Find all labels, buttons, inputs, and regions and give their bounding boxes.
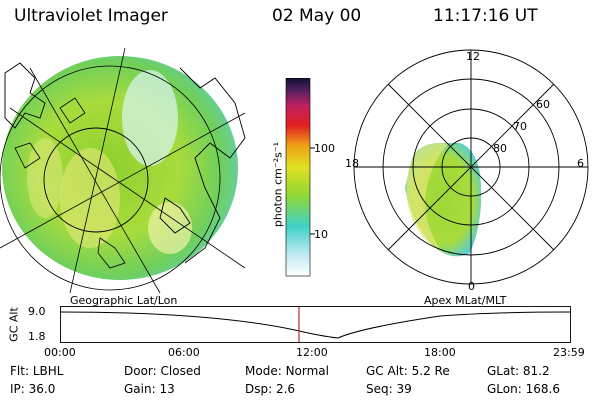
alt-tick-1-8: 1.8 (28, 330, 46, 343)
altitude-plot (60, 306, 572, 343)
lat-label-80: 80 (493, 142, 507, 155)
info-dsp: Dsp: 2.6 (245, 382, 296, 396)
geographic-image (0, 48, 246, 294)
time-label: 11:17:16 UT (433, 6, 538, 26)
lat-label-60: 60 (536, 98, 550, 111)
info-seq: Seq: 39 (366, 382, 412, 396)
magnetic-polar-plot (353, 49, 589, 285)
date-label: 02 May 00 (272, 6, 362, 26)
time-tick-0600: 06:00 (168, 346, 200, 359)
left-panel-caption: Geographic Lat/Lon (70, 294, 178, 307)
mlt-label-0: 0 (468, 280, 475, 293)
info-glon: GLon: 168.6 (487, 382, 560, 396)
mlt-label-18: 18 (345, 157, 359, 170)
info-mode: Mode: Normal (245, 364, 329, 378)
info-glat: GLat: 81.2 (487, 364, 550, 378)
info-gain: Gain: 13 (124, 382, 175, 396)
lat-label-70: 70 (513, 120, 527, 133)
mlt-label-12: 12 (466, 50, 480, 63)
alt-axis-label: GC Alt (7, 307, 21, 342)
alt-tick-9: 9.0 (28, 305, 46, 318)
colorbar-unit-label: photon cm⁻²s⁻¹ (271, 141, 285, 228)
info-gc-alt: GC Alt: 5.2 Re (366, 364, 450, 378)
instrument-title: Ultraviolet Imager (14, 6, 168, 26)
colorbar-tick-100: 100 (314, 142, 335, 155)
info-ip: IP: 36.0 (10, 382, 56, 396)
mlt-label-6: 6 (577, 157, 584, 170)
colorbar-tick-10: 10 (314, 228, 328, 241)
time-tick-1200: 12:00 (296, 346, 328, 359)
colorbar (285, 78, 315, 277)
time-tick-1800: 18:00 (424, 346, 456, 359)
time-tick-2359: 23:59 (553, 346, 585, 359)
right-panel-caption: Apex MLat/MLT (424, 294, 507, 307)
time-tick-0000: 00:00 (44, 346, 76, 359)
info-flt: Flt: LBHL (10, 364, 64, 378)
info-door: Door: Closed (124, 364, 201, 378)
latitude-circle (43, 127, 149, 233)
